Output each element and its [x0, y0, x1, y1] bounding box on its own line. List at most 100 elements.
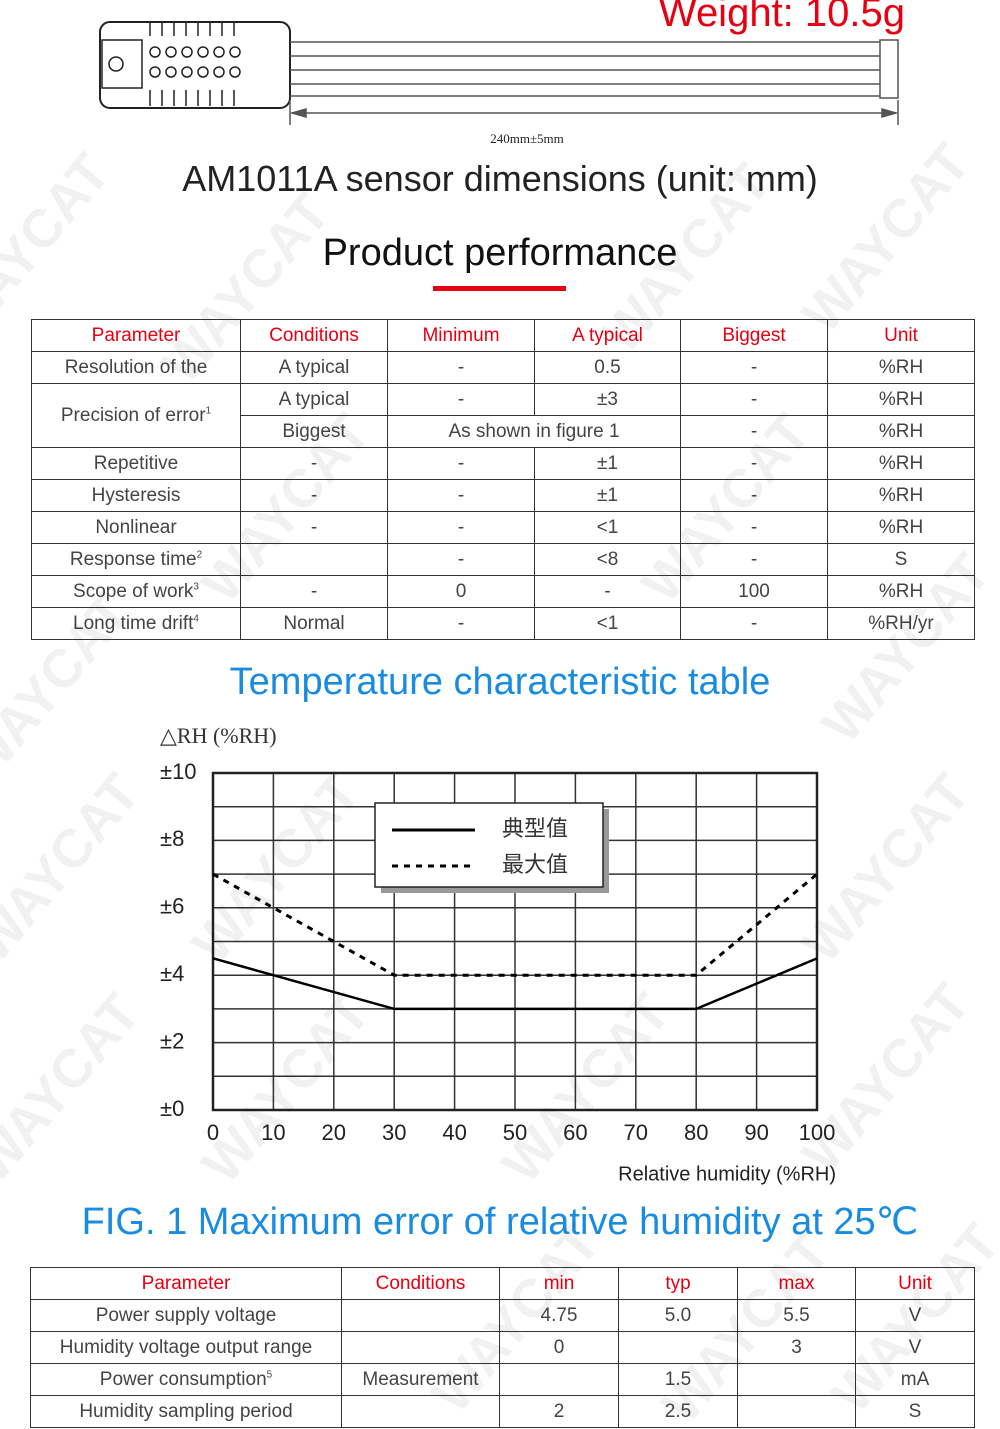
cell: ±1 [534, 479, 681, 512]
cell: Power supply voltage [30, 1299, 342, 1332]
cell: Normal [240, 607, 388, 640]
cell-text: Precision of error [60, 404, 206, 426]
series-line [212, 872, 818, 977]
cell: S [855, 1395, 975, 1428]
cell: - [680, 543, 828, 576]
cell: Nonlinear [31, 511, 241, 544]
footnote: 3 [193, 581, 199, 593]
x-tick-label: 0 [207, 1120, 219, 1145]
cell: 5.0 [618, 1299, 738, 1332]
cell: - [387, 543, 535, 576]
cell: V [855, 1331, 975, 1364]
plot-frame [211, 771, 819, 1112]
cell-text: Power consumption [99, 1368, 267, 1390]
cell-text: Response time [69, 548, 197, 570]
cell: Humidity sampling period [30, 1395, 342, 1428]
cell: - [387, 479, 535, 512]
cell: - [387, 511, 535, 544]
header-cell: Minimum [387, 319, 535, 352]
cell: 1.5 [618, 1363, 738, 1396]
cell: - [387, 607, 535, 640]
y-tick-label: ±8 [160, 826, 184, 851]
cell: Power consumption5 [30, 1363, 342, 1396]
cell: 2.5 [618, 1395, 738, 1428]
x-tick-label: 20 [322, 1120, 346, 1145]
x-tick-label: 40 [442, 1120, 466, 1145]
header-cell: Parameter [31, 319, 241, 352]
legend-label: 最大值 [502, 853, 568, 878]
cell: V [855, 1299, 975, 1332]
cell: - [680, 511, 828, 544]
header-cell: A typical [534, 319, 681, 352]
cell: 5.5 [737, 1299, 856, 1332]
cell: S [827, 543, 975, 576]
cable-length: 240mm±5mm [490, 131, 564, 146]
cell: Humidity voltage output range [30, 1331, 342, 1364]
header-cell: typ [618, 1267, 738, 1300]
cell: mA [855, 1363, 975, 1396]
cell: 0 [387, 575, 535, 608]
sensor-drawing: 240mm±5mm Weight: 10.5g [99, 0, 905, 146]
cell: 100 [680, 575, 828, 608]
electrical-table: Parameter Conditions min typ max Unit Power s… [30, 1267, 975, 1428]
cell [499, 1363, 619, 1396]
x-tick-label: 80 [684, 1120, 708, 1145]
cell: 0.5 [534, 351, 681, 384]
y-tick-label: ±4 [160, 961, 184, 986]
cell: 3 [737, 1331, 856, 1364]
header-cell: Conditions [240, 319, 388, 352]
cell [341, 1331, 500, 1364]
cell: %RH [827, 511, 975, 544]
header-cell: Biggest [680, 319, 828, 352]
y-tick-label: ±0 [160, 1096, 184, 1121]
cell: %RH [827, 479, 975, 512]
cell [737, 1363, 856, 1396]
cell: 2 [499, 1395, 619, 1428]
cell: Repetitive [31, 447, 241, 480]
cell: %RH [827, 447, 975, 480]
cell: - [680, 479, 828, 512]
cell: - [680, 415, 828, 448]
header-cell: max [737, 1267, 856, 1300]
cell: Scope of work3 [31, 575, 241, 608]
header-cell: Unit [855, 1267, 975, 1300]
cell: ±1 [534, 447, 681, 480]
legend-box [374, 802, 604, 888]
chart: △RH (%RH) Relative humidity (%RH) ±0 ±2 ±4… [160, 723, 836, 1185]
x-tick-label: 90 [744, 1120, 768, 1145]
section-title: Product performance [322, 232, 678, 274]
cell: ±3 [534, 383, 681, 416]
y-axis-label: △RH (%RH) [160, 723, 277, 748]
cell: Response time2 [31, 543, 241, 576]
footnote: 2 [196, 549, 203, 561]
header-cell: Unit [827, 319, 975, 352]
series-line [212, 957, 818, 1011]
x-tick-label: 50 [503, 1120, 527, 1145]
weight: Weight: 10.5g [659, 0, 905, 35]
header-cell: Parameter [30, 1267, 342, 1300]
cell: - [680, 607, 828, 640]
footnote: 5 [266, 1369, 273, 1381]
performance-table: Parameter Conditions Minimum A typical Bigge… [31, 319, 975, 640]
cell: - [240, 575, 388, 608]
cell: Precision of error1 [31, 383, 241, 448]
cell: <1 [534, 511, 681, 544]
cell: - [680, 447, 828, 480]
cell: %RH [827, 415, 975, 448]
y-tick-label: ±2 [160, 1028, 184, 1053]
x-tick-label: 100 [799, 1120, 836, 1145]
cell: %RH [827, 575, 975, 608]
cell: Resolution of the [31, 351, 241, 384]
x-tick-label: 10 [261, 1120, 285, 1145]
title-underline [433, 286, 566, 291]
cell: A typical [240, 351, 388, 384]
footnote: 4 [193, 613, 199, 625]
cell: Long time drift4 [31, 607, 241, 640]
cell: <8 [534, 543, 681, 576]
y-tick-label: ±6 [160, 894, 184, 919]
cell: - [240, 511, 388, 544]
header-cell: min [499, 1267, 619, 1300]
cell: Hysteresis [31, 479, 241, 512]
x-tick-label: 30 [382, 1120, 406, 1145]
